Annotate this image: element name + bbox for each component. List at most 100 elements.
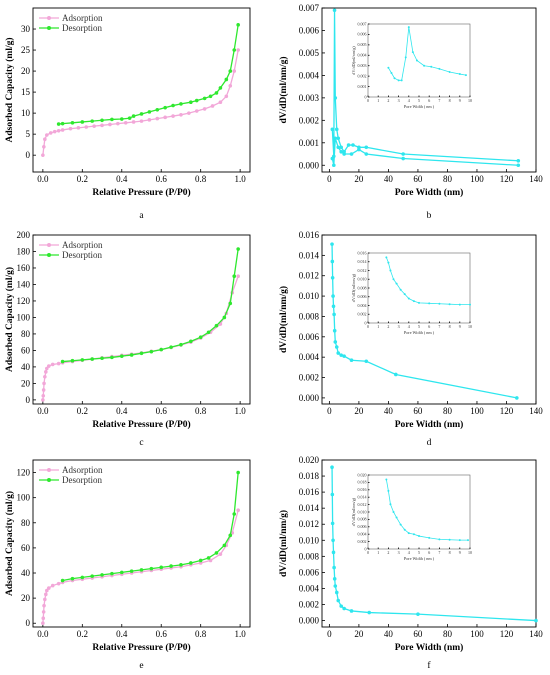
inset-y-tick-label: 0.020 [358, 472, 367, 477]
x-axis-title: Relative Pressure (P/P0) [92, 187, 190, 198]
x-tick-label: 80 [443, 629, 453, 639]
data-point [202, 96, 207, 101]
x-tick-label: 60 [413, 174, 423, 184]
y-axis-title: dV/dD(ml/nm/g) [278, 510, 289, 577]
inset-x-tick-label: 1 [377, 324, 379, 329]
y-tick-label: 15 [21, 87, 31, 97]
y-tick-label: 0.002 [299, 373, 319, 383]
inset-data-point [404, 56, 407, 59]
inset-y-tick-label: 0.004 [358, 532, 367, 537]
inset-y-tick-label: 0.001 [358, 84, 367, 89]
inset-x-tick-label: 5 [418, 324, 420, 329]
inset-y-tick-label: 0 [365, 320, 367, 325]
y-tick-label: 0.012 [299, 519, 319, 529]
inset-y-tick-label: 0.014 [358, 495, 367, 500]
y-tick-label: 0.006 [299, 567, 320, 577]
inset-data-point [392, 511, 395, 513]
inset-data-point [397, 79, 400, 82]
data-point [41, 388, 46, 392]
y-tick-label: 0.000 [299, 393, 320, 403]
data-point [179, 342, 183, 347]
data-point [45, 588, 49, 593]
y-tick-label: 80 [21, 329, 31, 339]
data-point [70, 121, 75, 125]
inset-y-tick-label: 0.002 [358, 312, 367, 317]
data-point [218, 86, 223, 90]
data-point [139, 119, 144, 123]
x-tick-label: 0.2 [77, 174, 88, 184]
data-point [236, 508, 240, 513]
data-point [330, 465, 334, 470]
data-point [336, 145, 341, 150]
data-point [515, 396, 519, 400]
inset-data-point [448, 70, 451, 73]
data-point [80, 120, 85, 124]
data-point [232, 512, 237, 516]
data-point [198, 335, 203, 340]
data-point [171, 103, 175, 108]
y-tick-label: 0.014 [299, 503, 320, 513]
data-point [393, 372, 398, 377]
plot-frame [32, 7, 251, 173]
inset-data-point [411, 51, 414, 54]
inset-data-point [418, 535, 420, 538]
data-point [332, 577, 337, 581]
inset-chart: 0 1 2 3 4 5 6 7 8 9 10 0 0.002 0.004 0.006 0.008 0.010 0.… [351, 472, 472, 561]
data-point [179, 102, 183, 106]
inset-data-point [448, 538, 451, 541]
inset-x-tick-label: 6 [428, 550, 430, 555]
data-point [330, 259, 335, 264]
legend-label: Adsorption [62, 13, 103, 23]
data-point [68, 126, 73, 131]
data-point [364, 152, 369, 156]
data-point [342, 354, 346, 358]
inset-frame [367, 252, 471, 324]
y-tick-label: 0.004 [299, 70, 320, 80]
y-tick-label: 120 [17, 296, 31, 306]
data-point [155, 116, 160, 121]
data-point [222, 543, 227, 548]
plot-frame [321, 234, 537, 405]
y-tick-label: 0.005 [299, 48, 320, 58]
data-point [214, 551, 219, 555]
data-point [194, 98, 199, 103]
y-tick-label: 0 [26, 395, 31, 405]
inset-frame [367, 23, 471, 98]
data-point [232, 48, 237, 52]
inset-y-tick-label: 0.012 [358, 502, 367, 507]
legend-marker [47, 478, 51, 482]
x-tick-label: 0.4 [116, 174, 128, 184]
inset-x-axis-title: Pore Width ( nm ) [404, 330, 435, 335]
data-point [364, 145, 369, 150]
legend-label: Desorption [62, 23, 102, 33]
data-point [210, 104, 215, 108]
inset-x-tick-label: 5 [418, 550, 420, 555]
data-point [339, 145, 343, 150]
inset-data-point [399, 288, 402, 291]
inset-x-tick-label: 7 [438, 550, 440, 555]
data-point [131, 114, 136, 118]
data-point [123, 121, 128, 125]
data-point [349, 152, 354, 156]
data-point [179, 563, 183, 567]
data-point [208, 94, 213, 99]
legend-marker [47, 253, 51, 257]
y-tick-label: 0.020 [299, 455, 320, 465]
y-tick-label: 0.002 [299, 600, 319, 610]
inset-data-point [403, 528, 406, 531]
inset-x-tick-label: 8 [449, 98, 451, 103]
series-line-adsorption [42, 49, 239, 156]
series-line-desorption [62, 472, 239, 582]
inset-x-tick-label: 4 [408, 550, 410, 555]
data-point [56, 361, 61, 366]
data-point [45, 366, 49, 371]
inset-x-axis-title: Pore Width ( nm ) [404, 556, 435, 561]
data-point [52, 129, 57, 134]
data-point [139, 351, 144, 356]
y-tick-label: 5 [26, 129, 31, 139]
data-point [155, 107, 160, 112]
data-point [50, 583, 55, 588]
data-point [236, 274, 240, 279]
x-tick-label: 0.0 [37, 629, 49, 639]
